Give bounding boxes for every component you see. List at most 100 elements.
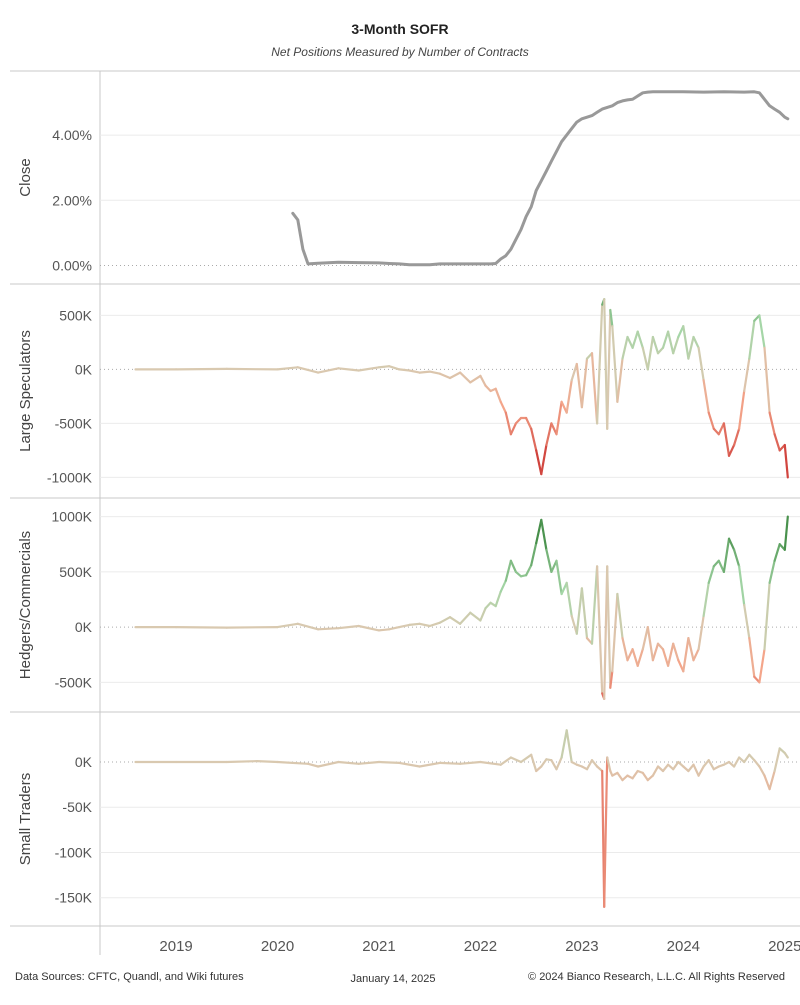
series-segment xyxy=(388,625,401,631)
series-segment xyxy=(504,559,512,582)
series-segment xyxy=(535,518,543,545)
series-segment xyxy=(550,559,558,574)
series-segment xyxy=(540,758,548,768)
series-line-1 xyxy=(134,298,789,479)
series-segment xyxy=(545,548,553,574)
series-segment xyxy=(621,636,629,662)
x-tick-label: 2021 xyxy=(362,938,395,955)
series-segment xyxy=(707,411,715,430)
series-segment xyxy=(469,611,482,622)
y-tick-label: 500K xyxy=(59,307,92,323)
series-segment xyxy=(459,760,482,765)
series-segment xyxy=(606,565,612,689)
series-segment xyxy=(692,763,700,777)
series-segment xyxy=(560,400,568,414)
series-segment xyxy=(758,765,766,777)
series-segment xyxy=(545,422,553,447)
series-segment xyxy=(641,346,649,371)
series-segment xyxy=(565,379,573,414)
series-segment xyxy=(317,627,340,631)
series-segment xyxy=(595,765,604,773)
series-segment xyxy=(732,427,741,447)
y-tick-label: -100K xyxy=(55,844,93,860)
series-segment xyxy=(651,642,660,662)
series-segment xyxy=(732,548,741,568)
series-segment xyxy=(555,559,563,596)
y-axis-label: Large Speculators xyxy=(17,330,34,452)
series-segment xyxy=(606,308,612,430)
series-segment xyxy=(377,760,401,765)
series-segment xyxy=(687,763,695,773)
series-segment xyxy=(448,616,462,625)
series-segment xyxy=(575,587,584,635)
series-segment xyxy=(499,756,512,766)
series-segment xyxy=(479,760,502,766)
y-tick-label: 4.00% xyxy=(52,127,92,143)
series-segment xyxy=(225,367,279,371)
series-segment xyxy=(737,389,746,430)
series-segment xyxy=(621,335,629,360)
series-segment xyxy=(459,611,472,625)
series-segment xyxy=(225,759,259,764)
series-segment xyxy=(590,352,599,425)
series-segment xyxy=(636,330,644,349)
series-segment xyxy=(296,622,320,631)
series-segment xyxy=(357,366,381,372)
series-segment xyxy=(641,625,649,651)
series-segment xyxy=(646,335,655,371)
series-segment xyxy=(494,590,502,608)
series-segment xyxy=(651,765,660,777)
y-axis-label: Small Traders xyxy=(17,773,34,866)
series-segment xyxy=(768,411,776,436)
series-segment xyxy=(783,443,789,479)
series-segment xyxy=(550,422,558,436)
series-segment xyxy=(748,753,756,762)
series-segment xyxy=(631,330,639,349)
series-segment xyxy=(758,314,766,349)
series-segment xyxy=(768,769,776,791)
series-segment xyxy=(616,771,624,782)
series-segment xyxy=(727,537,736,551)
series-segment xyxy=(479,607,487,622)
x-tick-label: 2024 xyxy=(667,938,700,955)
series-segment xyxy=(428,370,441,375)
series-segment xyxy=(661,648,670,667)
series-segment xyxy=(651,335,660,355)
series-segment xyxy=(656,642,665,651)
series-segment xyxy=(565,729,573,764)
series-segment xyxy=(570,362,578,382)
series-segment xyxy=(595,565,604,695)
series-line-2 xyxy=(134,515,789,701)
series-segment xyxy=(595,303,604,425)
series-segment xyxy=(666,763,675,771)
series-segment xyxy=(555,756,563,771)
series-segment xyxy=(575,362,584,409)
series-segment xyxy=(636,648,644,667)
series-segment xyxy=(763,774,771,791)
series-segment xyxy=(707,565,715,585)
series-segment xyxy=(702,759,710,768)
series-segment xyxy=(717,422,726,436)
series-segment xyxy=(773,747,781,773)
chart-title: 3-Month SOFR xyxy=(351,21,448,37)
y-tick-label: 1000K xyxy=(52,509,93,525)
series-segment xyxy=(616,357,624,403)
series-segment xyxy=(504,411,512,436)
y-axis-label: Close xyxy=(17,158,34,196)
series-segment xyxy=(743,357,751,393)
series-segment xyxy=(296,366,320,374)
series-segment xyxy=(687,335,695,360)
series-segment xyxy=(661,763,670,773)
series-segment xyxy=(398,761,421,768)
y-tick-label: 500K xyxy=(59,564,92,580)
series-segment xyxy=(256,759,279,764)
series-segment xyxy=(743,753,751,764)
series-segment xyxy=(609,308,614,328)
series-segment xyxy=(631,648,639,667)
series-segment xyxy=(646,774,655,782)
series-segment xyxy=(758,648,766,684)
series-segment xyxy=(337,760,360,765)
series-segment xyxy=(621,774,629,782)
series-segment xyxy=(722,537,731,574)
